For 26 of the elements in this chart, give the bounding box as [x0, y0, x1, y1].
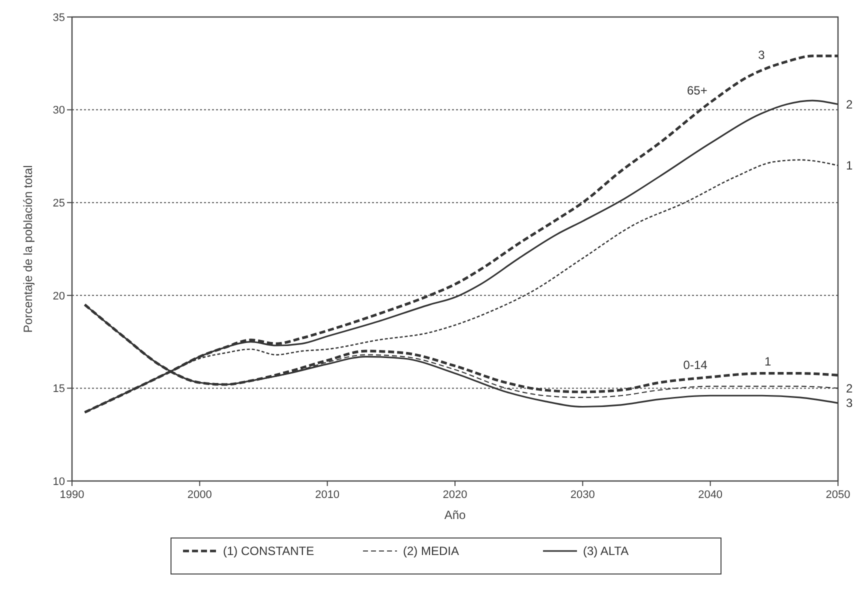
legend-label: (3) ALTA: [583, 544, 629, 558]
legend-label: (2) MEDIA: [403, 544, 460, 558]
y-tick-label: 35: [52, 12, 65, 24]
x-tick-label: 2040: [698, 489, 723, 501]
y-tick-label: 15: [52, 383, 65, 396]
legend-label: (1) CONSTANTE: [223, 544, 314, 558]
annotation: 0-14: [683, 358, 708, 372]
x-tick-label: 2000: [187, 489, 212, 501]
x-tick-label: 2050: [826, 489, 850, 501]
x-axis-title: Año: [444, 508, 466, 522]
y-axis-title: Porcentaje de la población total: [21, 165, 35, 333]
x-tick-label: 2010: [315, 489, 340, 501]
y-tick-label: 10: [52, 476, 65, 488]
x-tick-label: 2020: [442, 489, 468, 501]
annotation: 3: [846, 396, 853, 410]
y-tick-label: 30: [52, 104, 65, 117]
annotation: 1: [846, 158, 853, 173]
annotation: 1: [764, 354, 772, 368]
annotation: 2: [846, 97, 853, 112]
x-tick-label: 2030: [570, 489, 595, 501]
annotation: 65+: [686, 83, 708, 98]
annotation: 2: [846, 381, 853, 396]
y-tick-label: 20: [52, 290, 65, 302]
annotation: 3: [758, 48, 766, 62]
y-tick-label: 25: [52, 197, 65, 210]
x-tick-label: 1990: [60, 489, 84, 501]
